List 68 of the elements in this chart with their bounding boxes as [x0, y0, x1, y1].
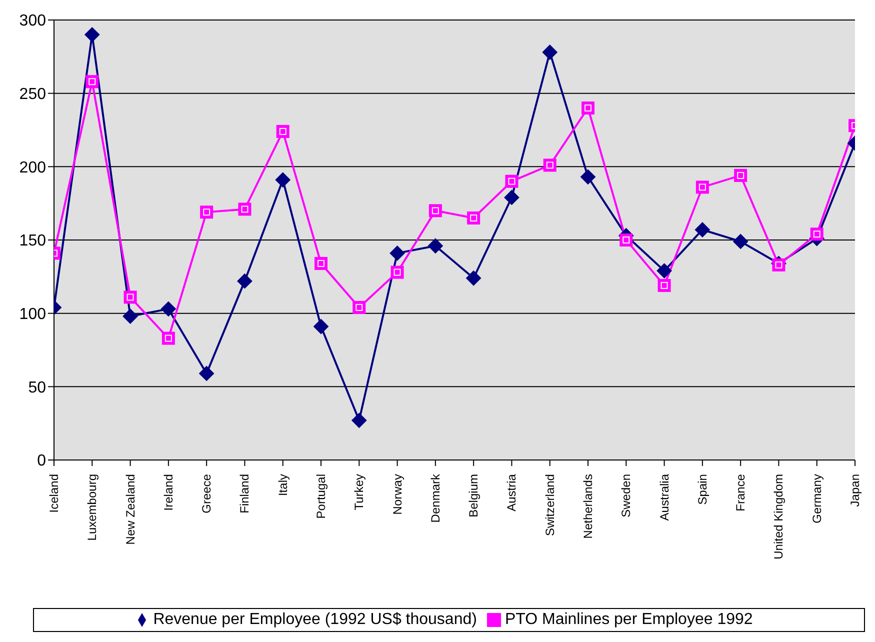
- point: [542, 44, 558, 60]
- x-tick-label: Sweden: [619, 474, 634, 518]
- point: [428, 204, 442, 218]
- point: [390, 266, 404, 279]
- x-tick-label: France: [734, 474, 748, 512]
- x-tick-label: Denmark: [428, 473, 442, 523]
- point: [504, 190, 520, 205]
- point: [620, 234, 633, 246]
- x-tick-label: Iceland: [47, 474, 61, 513]
- point: [237, 274, 252, 289]
- point: [276, 124, 290, 138]
- point: [696, 180, 709, 194]
- y-tick-label: 100: [19, 306, 46, 324]
- point: [314, 256, 328, 270]
- point: [428, 238, 443, 254]
- x-tick-label: Greece: [200, 474, 214, 514]
- x-tick-label: Netherlands: [581, 474, 595, 539]
- x-tick-label: United Kingdom: [772, 474, 786, 560]
- x-tick-label: Germany: [810, 474, 824, 524]
- point: [200, 206, 214, 219]
- point: [122, 308, 138, 324]
- x-tick-label: Ireland: [161, 474, 176, 511]
- point: [658, 278, 671, 292]
- point: [505, 174, 518, 188]
- x-tick-label: Japan: [848, 474, 862, 507]
- point: [124, 290, 137, 304]
- point: [656, 263, 672, 278]
- point: [160, 301, 176, 316]
- point: [772, 258, 786, 272]
- legend-label: PTO Mainlines per Employee 1992: [504, 611, 753, 628]
- y-tick-label: 250: [19, 86, 46, 104]
- point: [86, 75, 99, 88]
- y-tick-label: 50: [28, 379, 46, 396]
- x-tick-label: Norway: [390, 474, 404, 515]
- x-tick-label: Luxembourg: [85, 474, 100, 541]
- point: [694, 222, 710, 238]
- point: [733, 234, 748, 249]
- x-tick-label: Switzerland: [542, 474, 557, 536]
- point: [352, 412, 367, 428]
- y-tick-label: 300: [19, 12, 46, 30]
- x-tick-label: Finland: [238, 474, 252, 514]
- x-tick-label: Australia: [657, 474, 672, 521]
- point: [275, 172, 290, 188]
- x-tick-label: Belgium: [466, 474, 481, 518]
- y-tick-label: 150: [19, 232, 46, 250]
- point: [580, 169, 596, 184]
- point: [238, 202, 252, 216]
- point: [466, 270, 482, 286]
- x-tick-label: New Zealand: [123, 474, 138, 545]
- point: [84, 27, 100, 42]
- point: [734, 168, 748, 182]
- point: [810, 228, 824, 241]
- x-tick-label: Spain: [695, 474, 710, 505]
- x-tick-label: Turkey: [352, 474, 366, 510]
- point: [582, 102, 594, 114]
- x-tick-label: Austria: [504, 474, 519, 512]
- y-tick-label: 200: [19, 159, 46, 176]
- point: [199, 366, 214, 381]
- point: [467, 212, 480, 224]
- point: [543, 158, 556, 172]
- point: [162, 332, 175, 345]
- legend-label: Revenue per Employee (1992 US$ thousand): [153, 611, 477, 628]
- x-tick-label: Portugal: [314, 474, 328, 519]
- y-tick-label: 0: [37, 452, 46, 470]
- x-tick-label: Italy: [276, 474, 290, 496]
- point: [352, 300, 366, 314]
- point: [390, 246, 405, 261]
- point: [314, 319, 328, 334]
